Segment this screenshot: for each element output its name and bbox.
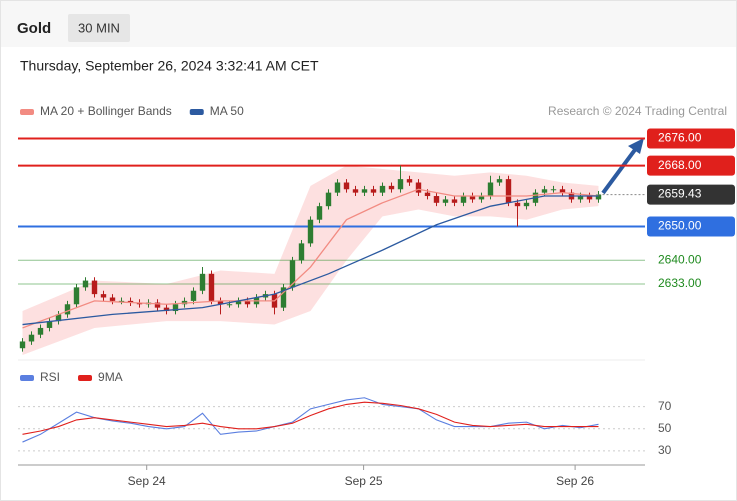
candle-body <box>415 182 422 193</box>
legend-label: RSI <box>40 370 60 384</box>
legend-swatch <box>78 375 93 381</box>
candle-body <box>334 182 341 193</box>
candle-body <box>217 300 224 305</box>
level-label: 2633.00 <box>658 276 702 290</box>
legend-label: MA 20 + Bollinger Bands <box>40 104 172 118</box>
candle-body <box>514 202 521 207</box>
candle-body <box>469 196 476 200</box>
candle-body <box>379 185 386 193</box>
candle-body <box>127 300 134 303</box>
candle-body <box>109 297 116 301</box>
candle-body <box>280 287 287 308</box>
candle-body <box>397 179 404 190</box>
x-tick-label: Sep 25 <box>345 474 383 488</box>
candle-body <box>586 196 593 200</box>
interval-button[interactable] <box>68 14 130 42</box>
candle-body <box>235 300 242 305</box>
candle-body <box>316 206 323 220</box>
candle-body <box>91 280 98 295</box>
legend-swatch <box>20 109 34 115</box>
last-price-tag <box>647 184 735 205</box>
interval: 30 MIN <box>78 20 120 35</box>
candle-body <box>28 334 35 342</box>
candle-body <box>190 290 197 301</box>
legend-label: 9MA <box>98 370 123 384</box>
datetime: Thursday, September 26, 2024 3:32:41 AM … <box>20 58 319 74</box>
candle-body <box>505 179 512 203</box>
legend-swatch <box>20 375 34 381</box>
candle-body <box>82 280 89 288</box>
candle-body <box>352 189 359 193</box>
candle-body <box>19 341 26 349</box>
source: Research © 2024 Trading Central <box>548 104 727 118</box>
candle-body <box>541 189 548 193</box>
level-label: 2640.00 <box>658 252 702 266</box>
level-label: 2676.00 <box>658 131 702 145</box>
candle-body <box>595 194 602 200</box>
indicator-line <box>22 397 599 443</box>
last-price-label: 2659.43 <box>658 187 702 201</box>
candle-body <box>73 287 80 305</box>
candle-body <box>226 304 233 306</box>
candle-body <box>433 196 440 203</box>
candle-body <box>424 192 431 197</box>
legend-swatch <box>189 109 204 115</box>
candle-body <box>406 179 413 183</box>
candle-body <box>343 182 350 190</box>
level-label: 2668.00 <box>658 158 702 172</box>
level-tag <box>647 155 735 176</box>
candle-body <box>118 300 125 302</box>
y-tick-label: 50 <box>658 421 672 435</box>
indicator-line <box>22 401 599 435</box>
candle-body <box>451 199 458 203</box>
candle-body <box>46 321 53 328</box>
forecast-arrowhead <box>628 138 644 154</box>
x-tick-label: Sep 26 <box>556 474 594 488</box>
legend-label: MA 50 <box>210 104 244 118</box>
candle-body <box>289 260 296 288</box>
candle-body <box>325 192 332 207</box>
candle-body <box>163 307 170 312</box>
candle-body <box>154 302 161 308</box>
x-tick-label: Sep 24 <box>128 474 166 488</box>
candle-body <box>496 179 503 183</box>
candle-body <box>550 189 557 191</box>
level-tag <box>647 216 735 237</box>
level-label: 2650.00 <box>658 219 702 233</box>
candle-body <box>487 182 494 197</box>
candle-body <box>100 294 107 298</box>
candle-body <box>199 273 206 291</box>
candle-body <box>442 199 449 203</box>
symbol: Gold <box>17 20 51 37</box>
ma-line <box>22 195 599 326</box>
candle-body <box>478 196 485 200</box>
candle-body <box>55 314 62 322</box>
candle-body <box>523 202 530 207</box>
ma-line <box>22 188 599 329</box>
candle-body <box>559 189 566 193</box>
level-tag <box>647 128 735 149</box>
candle-body <box>298 243 305 261</box>
candle-body <box>361 189 368 193</box>
candle-body <box>577 196 584 200</box>
candle-body <box>307 219 314 244</box>
candle-body <box>460 196 467 203</box>
candle-body <box>388 185 395 190</box>
candle-body <box>370 189 377 193</box>
y-tick-label: 30 <box>658 443 672 457</box>
candle-body <box>244 300 251 305</box>
candle-body <box>64 304 71 315</box>
candle-body <box>172 304 179 312</box>
candle-body <box>37 327 44 335</box>
forecast-arrow <box>601 141 642 195</box>
candle-body <box>208 273 215 301</box>
y-tick-label: 70 <box>658 399 672 413</box>
